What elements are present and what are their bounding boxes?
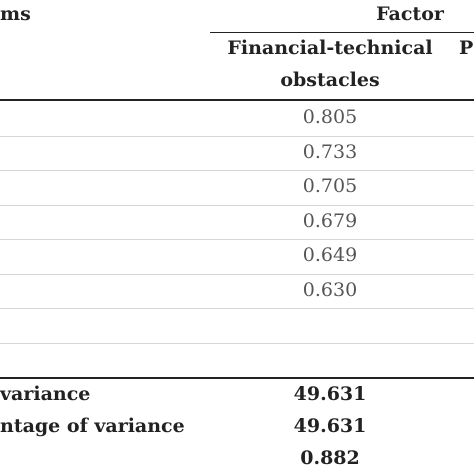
loading-value: 0.649 xyxy=(302,244,358,266)
summary-rule xyxy=(0,377,474,379)
loading-value: 0.733 xyxy=(302,140,358,163)
factor-header: Factor xyxy=(376,3,444,25)
summary-label: variance xyxy=(0,383,91,405)
loading-value: 0.805 xyxy=(302,106,358,128)
loading-value: 0.679 xyxy=(302,209,358,232)
loading-value: 0.630 xyxy=(302,278,358,301)
row-rule xyxy=(0,204,474,206)
summary-value: 49.631 xyxy=(293,383,367,405)
row-rule xyxy=(0,239,474,240)
row-rule xyxy=(0,170,474,171)
header-rule xyxy=(0,99,474,101)
column-header-line: obstacles xyxy=(280,69,380,91)
row-rule xyxy=(0,135,474,137)
items-header: ms xyxy=(0,3,31,25)
next-column-header: P xyxy=(459,37,474,59)
summary-value: 0.882 xyxy=(300,447,360,469)
factor-rule xyxy=(210,32,474,33)
row-rule xyxy=(0,308,474,309)
row-rule xyxy=(0,342,474,344)
row-rule xyxy=(0,273,474,275)
summary-label: ntage of variance xyxy=(0,415,185,437)
column-header-line: Financial-technical xyxy=(227,37,433,59)
summary-value: 49.631 xyxy=(293,415,367,437)
loading-value: 0.705 xyxy=(302,175,358,197)
